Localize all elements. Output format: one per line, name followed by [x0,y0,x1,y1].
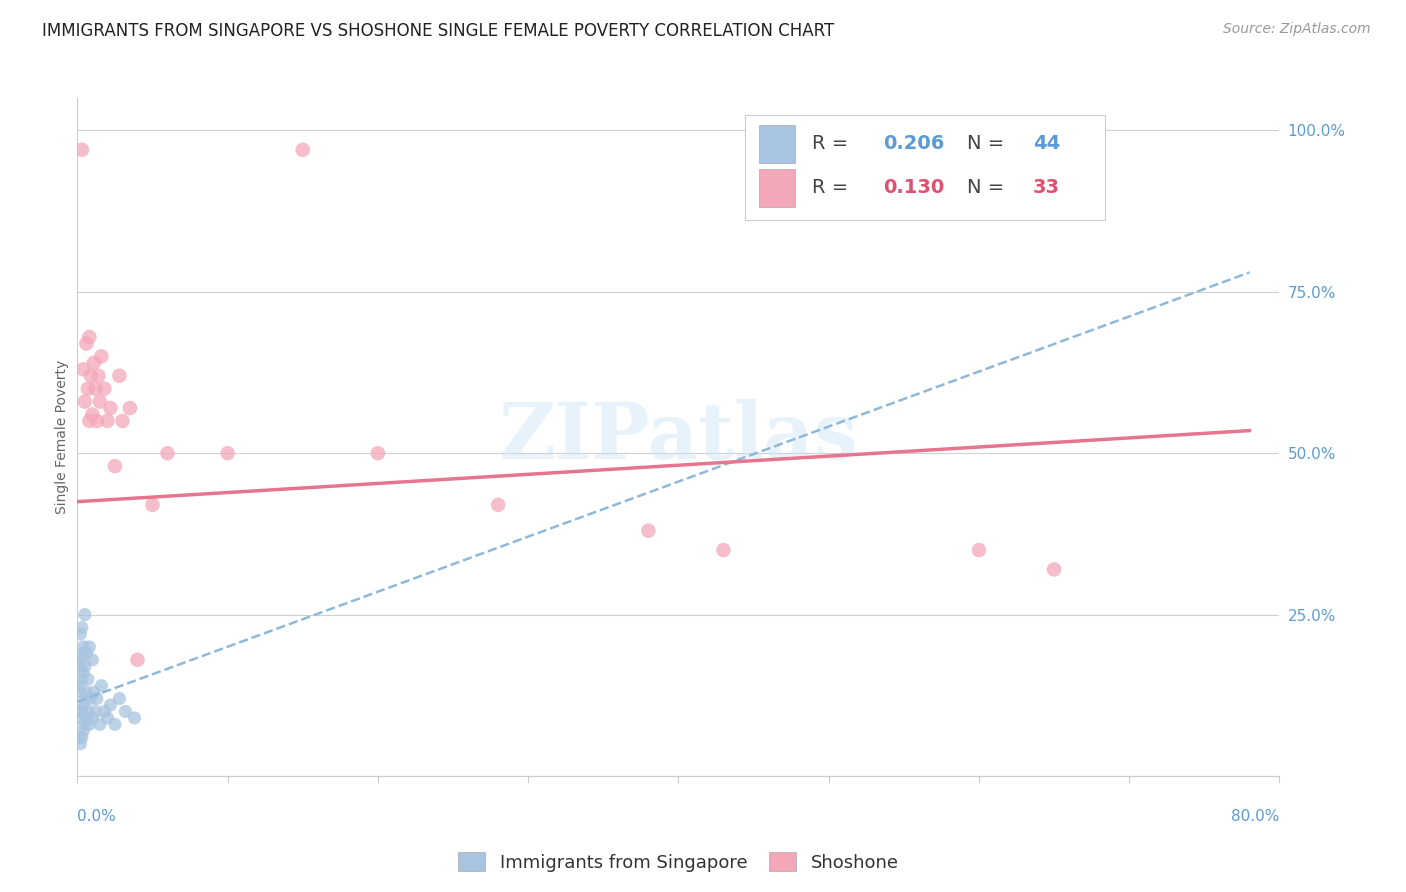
Point [108,691,131,706]
Text: 0.0%: 0.0% [77,809,117,823]
Point [127,653,149,667]
Point [713,543,735,558]
Point [79,717,101,731]
Point [100,698,122,712]
Text: N =: N = [967,134,1011,153]
Point [72,723,94,738]
Point [118,401,141,415]
FancyBboxPatch shape [745,115,1105,220]
Point [75,685,97,699]
Point [70,143,93,157]
Point [69,685,91,699]
Text: 33: 33 [1033,178,1060,197]
Point [72,640,94,654]
Text: 44: 44 [1033,134,1060,153]
Point [70,621,93,635]
Point [367,446,389,460]
Point [79,640,101,654]
FancyBboxPatch shape [759,169,794,207]
Text: 80.0%: 80.0% [1232,809,1279,823]
FancyBboxPatch shape [759,125,794,162]
Point [124,711,146,725]
Point [67,679,90,693]
Point [100,401,122,415]
Text: N =: N = [967,178,1011,197]
Text: 0.206: 0.206 [883,134,945,153]
Point [93,705,115,719]
Point [967,543,990,558]
Point [86,414,108,428]
Point [70,731,93,745]
Point [637,524,659,538]
Point [73,691,96,706]
Point [67,731,90,745]
Point [69,711,91,725]
Point [96,414,118,428]
Point [93,382,115,396]
Point [67,705,90,719]
Text: ZIPatlas: ZIPatlas [499,399,858,475]
Point [291,143,314,157]
Point [96,711,118,725]
Point [156,446,179,460]
Point [70,672,93,686]
Point [72,698,94,712]
Point [83,356,105,370]
Point [83,685,105,699]
Point [75,646,97,660]
Point [104,459,127,474]
Y-axis label: Single Female Poverty: Single Female Poverty [55,360,69,514]
Point [75,711,97,725]
Point [80,368,103,383]
Point [114,705,136,719]
Point [84,382,107,396]
Point [108,368,131,383]
Point [82,408,104,422]
Point [80,691,103,706]
Text: 0.130: 0.130 [883,178,943,197]
Text: R =: R = [811,134,855,153]
Point [76,705,98,719]
Point [79,330,101,344]
Text: IMMIGRANTS FROM SINGAPORE VS SHOSHONE SINGLE FEMALE POVERTY CORRELATION CHART: IMMIGRANTS FROM SINGAPORE VS SHOSHONE SI… [42,22,834,40]
Point [67,653,90,667]
Point [72,362,94,376]
Point [90,350,112,364]
Text: R =: R = [811,178,855,197]
Point [86,691,108,706]
Point [69,627,91,641]
Point [90,679,112,693]
Text: Source: ZipAtlas.com: Source: ZipAtlas.com [1223,22,1371,37]
Point [104,717,127,731]
Point [79,414,101,428]
Point [75,336,97,351]
Point [1043,562,1066,576]
Point [73,659,96,673]
Point [82,711,104,725]
Point [70,646,93,660]
Point [87,368,110,383]
Legend: Immigrants from Singapore, Shoshone: Immigrants from Singapore, Shoshone [451,845,905,879]
Point [69,737,91,751]
Point [486,498,509,512]
Point [73,717,96,731]
Point [76,382,98,396]
Point [217,446,239,460]
Point [73,394,96,409]
Point [141,498,163,512]
Point [69,659,91,673]
Point [76,672,98,686]
Point [73,607,96,622]
Point [72,665,94,680]
Point [89,717,111,731]
Point [89,394,111,409]
Point [70,705,93,719]
Point [82,653,104,667]
Point [111,414,134,428]
Point [84,705,107,719]
